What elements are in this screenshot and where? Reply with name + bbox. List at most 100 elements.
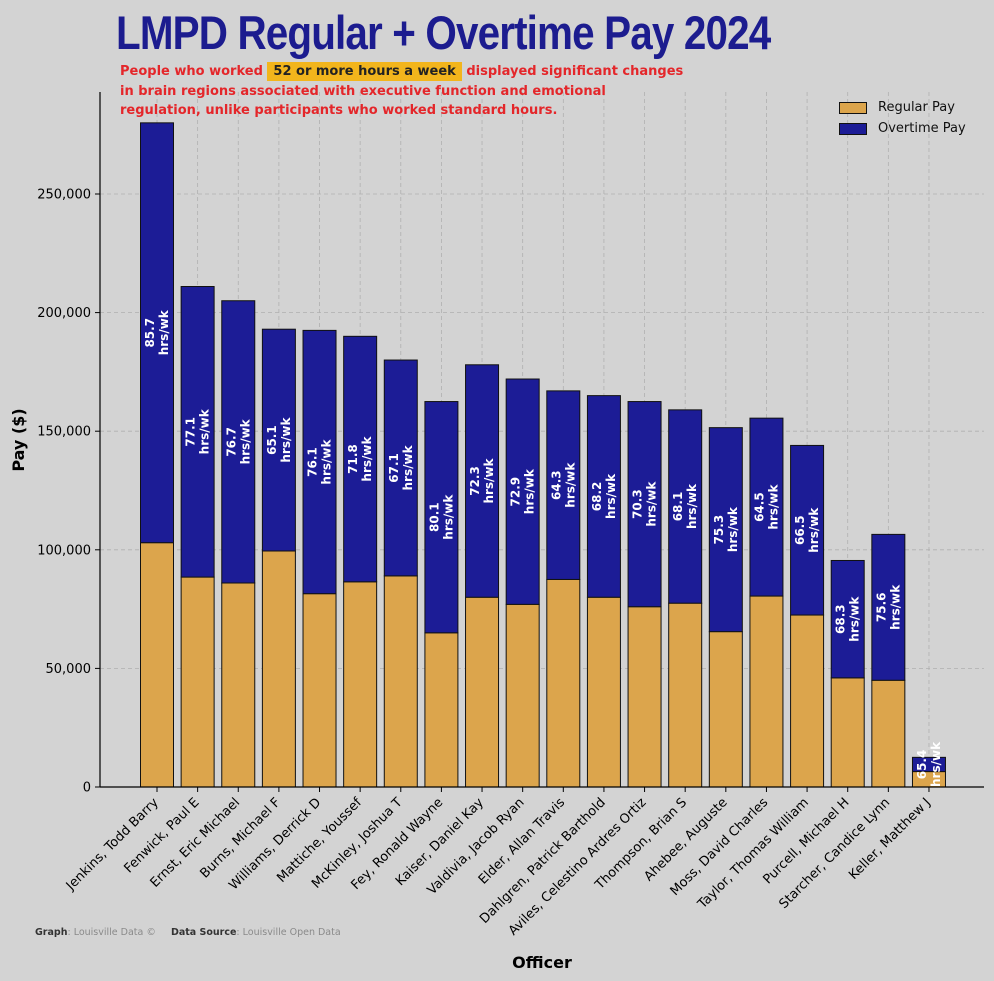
y-tick-label: 150,000 (37, 425, 91, 440)
bar-label-unit: hrs/wk (645, 481, 659, 527)
bar-label: 67.1 hrs/wk (387, 444, 415, 490)
bar-label-unit: hrs/wk (807, 507, 821, 553)
bar-overtime-pay (221, 300, 256, 584)
bar-overtime-pay (383, 359, 418, 577)
bar-overtime-pay (586, 395, 621, 598)
bar-label: 64.5 hrs/wk (752, 484, 780, 530)
footer-graph-label: Graph (35, 927, 68, 938)
bar-label: 68.2 hrs/wk (590, 473, 618, 519)
bar-regular-pay (424, 632, 459, 788)
bar-regular-pay (546, 578, 581, 788)
bar-overtime-pay (465, 364, 500, 598)
bar-label: 76.7 hrs/wk (224, 418, 252, 464)
legend-swatch-regular (839, 101, 867, 114)
bar-regular-pay (627, 606, 662, 788)
bar-regular-pay (586, 596, 621, 788)
x-tick-label: Fenwick, Paul E (121, 795, 202, 876)
bar-regular-pay (505, 603, 540, 788)
note-text-after: displayed significant changes in brain r… (120, 64, 684, 118)
bar-regular-pay (708, 631, 743, 788)
legend-label-regular: Regular Pay (878, 100, 955, 115)
bar-label: 75.3 hrs/wk (712, 506, 740, 552)
bar-label-value: 66.5 (793, 515, 807, 545)
y-axis-label: Pay ($) (9, 408, 28, 471)
legend-item-regular: Regular Pay (833, 97, 966, 118)
bar-label-unit: hrs/wk (360, 436, 374, 482)
bar-label-value: 85.7 (143, 318, 157, 348)
footer-source-value: : Louisville Open Data (236, 927, 341, 938)
y-tick-label: 0 (83, 781, 91, 796)
legend-swatch-overtime (839, 122, 867, 135)
bar-label-value: 75.3 (712, 515, 726, 545)
bar-label-unit: hrs/wk (604, 473, 618, 519)
bar-overtime-pay (790, 444, 825, 616)
bar-overtime-pay (830, 559, 865, 679)
bar-overtime-pay (668, 409, 703, 604)
bar-label: 80.1 hrs/wk (427, 494, 455, 540)
bar-label-unit: hrs/wk (563, 462, 577, 508)
bar-regular-pay (180, 576, 215, 788)
bar-label-unit: hrs/wk (401, 444, 415, 490)
bar-regular-pay (465, 596, 500, 788)
bar-label: 66.5 hrs/wk (793, 507, 821, 553)
bar-label-unit: hrs/wk (198, 408, 212, 454)
y-tick-label: 200,000 (37, 306, 91, 321)
bar-label-unit: hrs/wk (726, 506, 740, 552)
bar-label-value: 77.1 (184, 417, 198, 447)
bar-regular-pay (749, 595, 784, 788)
bar-label-value: 72.9 (509, 477, 523, 507)
bar-label-value: 67.1 (387, 453, 401, 483)
bar-regular-pay (871, 679, 906, 788)
bar-label: 72.3 hrs/wk (468, 457, 496, 503)
bar-regular-pay (790, 614, 825, 788)
bar-overtime-pay (302, 329, 337, 595)
bar-label-value: 64.3 (549, 470, 563, 500)
legend: Regular Pay Overtime Pay (833, 97, 966, 139)
bar-label: 68.3 hrs/wk (834, 596, 862, 642)
bar-label: 76.1 hrs/wk (306, 438, 334, 484)
y-tick-label: 50,000 (46, 662, 92, 677)
bar-label-unit: hrs/wk (238, 418, 252, 464)
bar-label: 68.1 hrs/wk (671, 483, 699, 529)
bar-label: 77.1 hrs/wk (184, 408, 212, 454)
bar-overtime-pay (627, 401, 662, 608)
bar-label-value: 68.1 (671, 492, 685, 522)
bar-label: 72.9 hrs/wk (509, 468, 537, 514)
bar-overtime-pay (871, 533, 906, 681)
bar-label: 85.7 hrs/wk (143, 309, 171, 355)
bar-label-value: 75.6 (874, 593, 888, 623)
bar-overtime-pay (343, 335, 378, 583)
bar-label-value: 71.8 (346, 444, 360, 474)
bar-label-value: 76.7 (224, 427, 238, 457)
bar-regular-pay (140, 542, 174, 788)
x-axis-label: Officer (512, 953, 572, 972)
bar-overtime-pay (140, 122, 174, 544)
bar-regular-pay (221, 582, 256, 788)
bar-overtime-pay (749, 417, 784, 597)
bar-label-unit: hrs/wk (482, 457, 496, 503)
bar-regular-pay (668, 602, 703, 788)
bars (140, 122, 946, 788)
bar-label-unit: hrs/wk (523, 468, 537, 514)
bar-label: 65.1 hrs/wk (265, 417, 293, 463)
bar-overtime-pay (546, 390, 581, 580)
footer-graph-value: : Louisville Data © (67, 927, 156, 938)
legend-label-overtime: Overtime Pay (878, 121, 966, 136)
legend-item-overtime: Overtime Pay (833, 118, 966, 139)
bar-regular-pay (830, 677, 865, 788)
bar-label-unit: hrs/wk (685, 483, 699, 529)
bar-label-value: 76.1 (306, 447, 320, 477)
note-text-before: People who worked (120, 64, 268, 79)
footer-source-label: Data Source (170, 927, 237, 938)
annotation-note: People who worked 52 or more hours a wee… (120, 62, 690, 121)
bar-label-unit: hrs/wk (848, 596, 862, 642)
bar-label-unit: hrs/wk (766, 484, 780, 530)
bar-overtime-pay (424, 401, 459, 634)
bar-regular-pay (343, 581, 378, 788)
bar-label-value: 72.3 (468, 466, 482, 496)
axes (99, 92, 984, 788)
bar-overtime-pay (261, 328, 296, 552)
bar-label-unit: hrs/wk (888, 584, 902, 630)
